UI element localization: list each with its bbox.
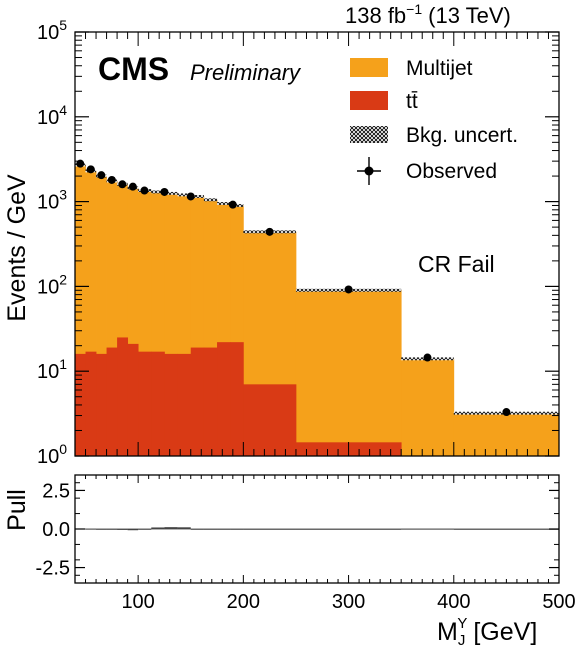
multijet-bar <box>117 184 129 456</box>
region-label: CR Fail <box>418 251 495 277</box>
observed-point <box>186 192 195 201</box>
y-tick-label: 100 <box>37 441 67 468</box>
pull-y-tick-label: -2.5 <box>36 558 70 580</box>
pull-bar <box>453 529 559 530</box>
pull-bar <box>295 529 402 530</box>
observed-point <box>160 187 169 196</box>
x-tick-label: 200 <box>227 591 260 613</box>
observed-point <box>265 227 274 236</box>
y-tick-label: 102 <box>37 271 67 298</box>
pull-bar <box>190 529 204 530</box>
ttbar-bar <box>243 384 297 456</box>
observed-point <box>97 171 106 180</box>
pull-panel-ticks: 2.5 0.0 -2.5 100 200 300 400 500 <box>36 475 576 613</box>
y-tick-label: 101 <box>37 356 67 383</box>
multijet-bar <box>96 176 107 456</box>
pull-bar <box>85 528 97 530</box>
ttbar-bar <box>85 351 97 456</box>
uncertainty-bin <box>164 191 178 195</box>
ttbar-bar <box>138 351 152 456</box>
ttbar-bar <box>177 353 192 456</box>
legend-label-multijet: Multijet <box>406 57 473 80</box>
x-tick-label: 100 <box>121 591 154 613</box>
observed-point <box>128 182 137 191</box>
pull-bar <box>96 529 107 530</box>
observed-points <box>76 159 511 417</box>
ttbar-bar <box>151 351 165 456</box>
pull-y-tick-label: 2.5 <box>42 480 70 502</box>
ttbar-bar <box>117 337 129 456</box>
pull-y-tick-label: 0.0 <box>42 519 70 541</box>
uncertainty-bin <box>190 195 204 198</box>
multijet-bar <box>295 290 402 456</box>
observed-point <box>86 165 95 174</box>
y-tick-label: 103 <box>37 187 67 214</box>
pull-bar <box>117 529 128 530</box>
uncertainty-bin <box>151 190 165 194</box>
ttbar-bar <box>230 342 244 456</box>
ttbar-bar <box>96 353 107 456</box>
pull-bar <box>217 529 231 530</box>
cms-label: CMS <box>98 51 169 87</box>
pull-bar <box>138 529 152 530</box>
lumi-label: 138 fb−1 (13 TeV) <box>345 1 511 28</box>
pull-bar <box>203 529 218 530</box>
pull-bar <box>230 529 244 530</box>
multijet-bar <box>106 180 118 457</box>
ttbar-bar <box>217 342 231 456</box>
ttbar-bar <box>106 347 118 456</box>
pull-ylabel: Pull <box>3 489 31 531</box>
main-panel-bars <box>75 165 560 457</box>
legend-label-uncertainty: Bkg. uncert. <box>406 124 518 147</box>
x-tick-label: 500 <box>542 591 575 613</box>
main-panel-frame <box>74 31 560 457</box>
multijet-bar <box>127 187 139 456</box>
main-ylabel: Events / GeV <box>3 174 31 322</box>
observed-point <box>344 285 353 294</box>
pull-bar <box>106 529 118 530</box>
pull-bar <box>127 529 139 531</box>
observed-point <box>502 408 511 417</box>
xlabel: MJY [GeV] <box>437 615 537 648</box>
legend-swatch-multijet <box>350 58 388 77</box>
pull-panel-frame <box>74 474 560 584</box>
x-tick-label: 400 <box>437 591 470 613</box>
observed-point <box>76 159 85 168</box>
pull-bar <box>151 527 165 529</box>
multijet-bar <box>75 165 86 456</box>
legend-marker-observed <box>364 166 374 176</box>
ttbar-bar <box>190 347 205 456</box>
pull-bar <box>401 528 454 530</box>
pull-bar <box>177 527 191 529</box>
observed-point <box>423 353 432 362</box>
legend-swatch-ttbar <box>350 91 388 110</box>
y-tick-label: 105 <box>37 17 67 44</box>
y-tick-label: 104 <box>37 102 67 129</box>
legend-swatch-uncertainty <box>350 126 388 143</box>
legend-label-observed: Observed <box>406 160 497 183</box>
uncertainty-bin <box>217 202 231 205</box>
pull-panel-content <box>75 527 559 531</box>
legend-label-ttbar: tt̄ <box>406 90 418 113</box>
observed-point <box>228 200 237 209</box>
pull-bar <box>243 529 296 530</box>
uncertainty-bin <box>203 198 218 202</box>
observed-point <box>140 186 149 195</box>
multijet-bar <box>401 358 455 456</box>
pull-bar <box>164 527 178 529</box>
uncertainty-bin <box>177 193 191 197</box>
legend: Multijet tt̄ Bkg. uncert. Observed <box>350 57 518 185</box>
multijet-bar <box>453 413 560 456</box>
x-tick-label: 300 <box>332 591 365 613</box>
observed-point <box>107 175 116 184</box>
ttbar-bar <box>127 343 139 456</box>
ttbar-bar <box>203 347 218 456</box>
uncertainty-bin <box>230 204 244 207</box>
preliminary-label: Preliminary <box>190 60 302 85</box>
ttbar-bar <box>164 353 178 456</box>
multijet-bar <box>85 170 97 456</box>
observed-point <box>118 180 127 189</box>
